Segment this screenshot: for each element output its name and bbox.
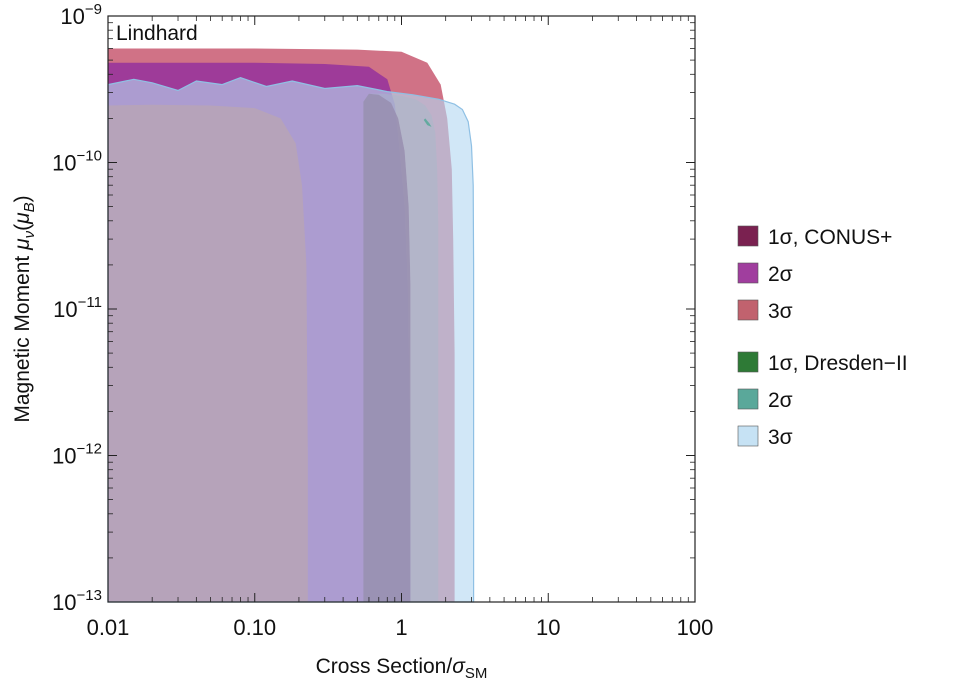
x-tick-label: 100 [677, 615, 714, 640]
y-axis-title: Magnetic Moment μν(μB) [11, 195, 38, 422]
legend-swatch [737, 262, 759, 284]
legend-swatch [737, 299, 759, 321]
confidence-regions [107, 48, 475, 603]
legend-label: 2σ [768, 389, 793, 412]
y-tick-label: 10−9 [60, 1, 102, 29]
y-axis-ticks: 10−13 10−12 10−11 10−10 10−9 [52, 1, 695, 615]
x-tick-label: 10 [536, 615, 560, 640]
legend-swatch [737, 388, 759, 410]
x-axis-ticks: 0.01 0.10 1 10 100 [87, 16, 714, 640]
legend-label: 3σ [768, 300, 793, 323]
legend-label: 3σ [768, 426, 793, 449]
region-3-dresden-ii-4 [107, 76, 475, 603]
x-tick-label: 0.10 [233, 615, 276, 640]
x-tick-label: 0.01 [87, 615, 130, 640]
y-tick-label: 10−13 [52, 587, 102, 615]
y-tick-label: 10−12 [52, 441, 102, 469]
y-tick-label: 10−10 [52, 148, 102, 176]
legend-label: 1σ, Dresden−II [768, 352, 908, 375]
x-tick-label: 1 [395, 615, 407, 640]
y-tick-label: 10−11 [53, 294, 102, 322]
region-2-dresden-ii-5 [423, 118, 432, 127]
legend-swatch [737, 425, 759, 447]
x-axis-title: Cross Section/σSM [316, 655, 488, 682]
legend-swatch [737, 351, 759, 373]
legend: 1σ, CONUS+ 2σ 3σ 1σ, Dresden−II 2σ 3σ [737, 225, 908, 449]
legend-swatch [737, 225, 759, 247]
legend-label: 2σ [768, 263, 793, 286]
legend-label: 1σ, CONUS+ [768, 226, 892, 249]
lindhard-annotation: Lindhard [116, 22, 198, 45]
